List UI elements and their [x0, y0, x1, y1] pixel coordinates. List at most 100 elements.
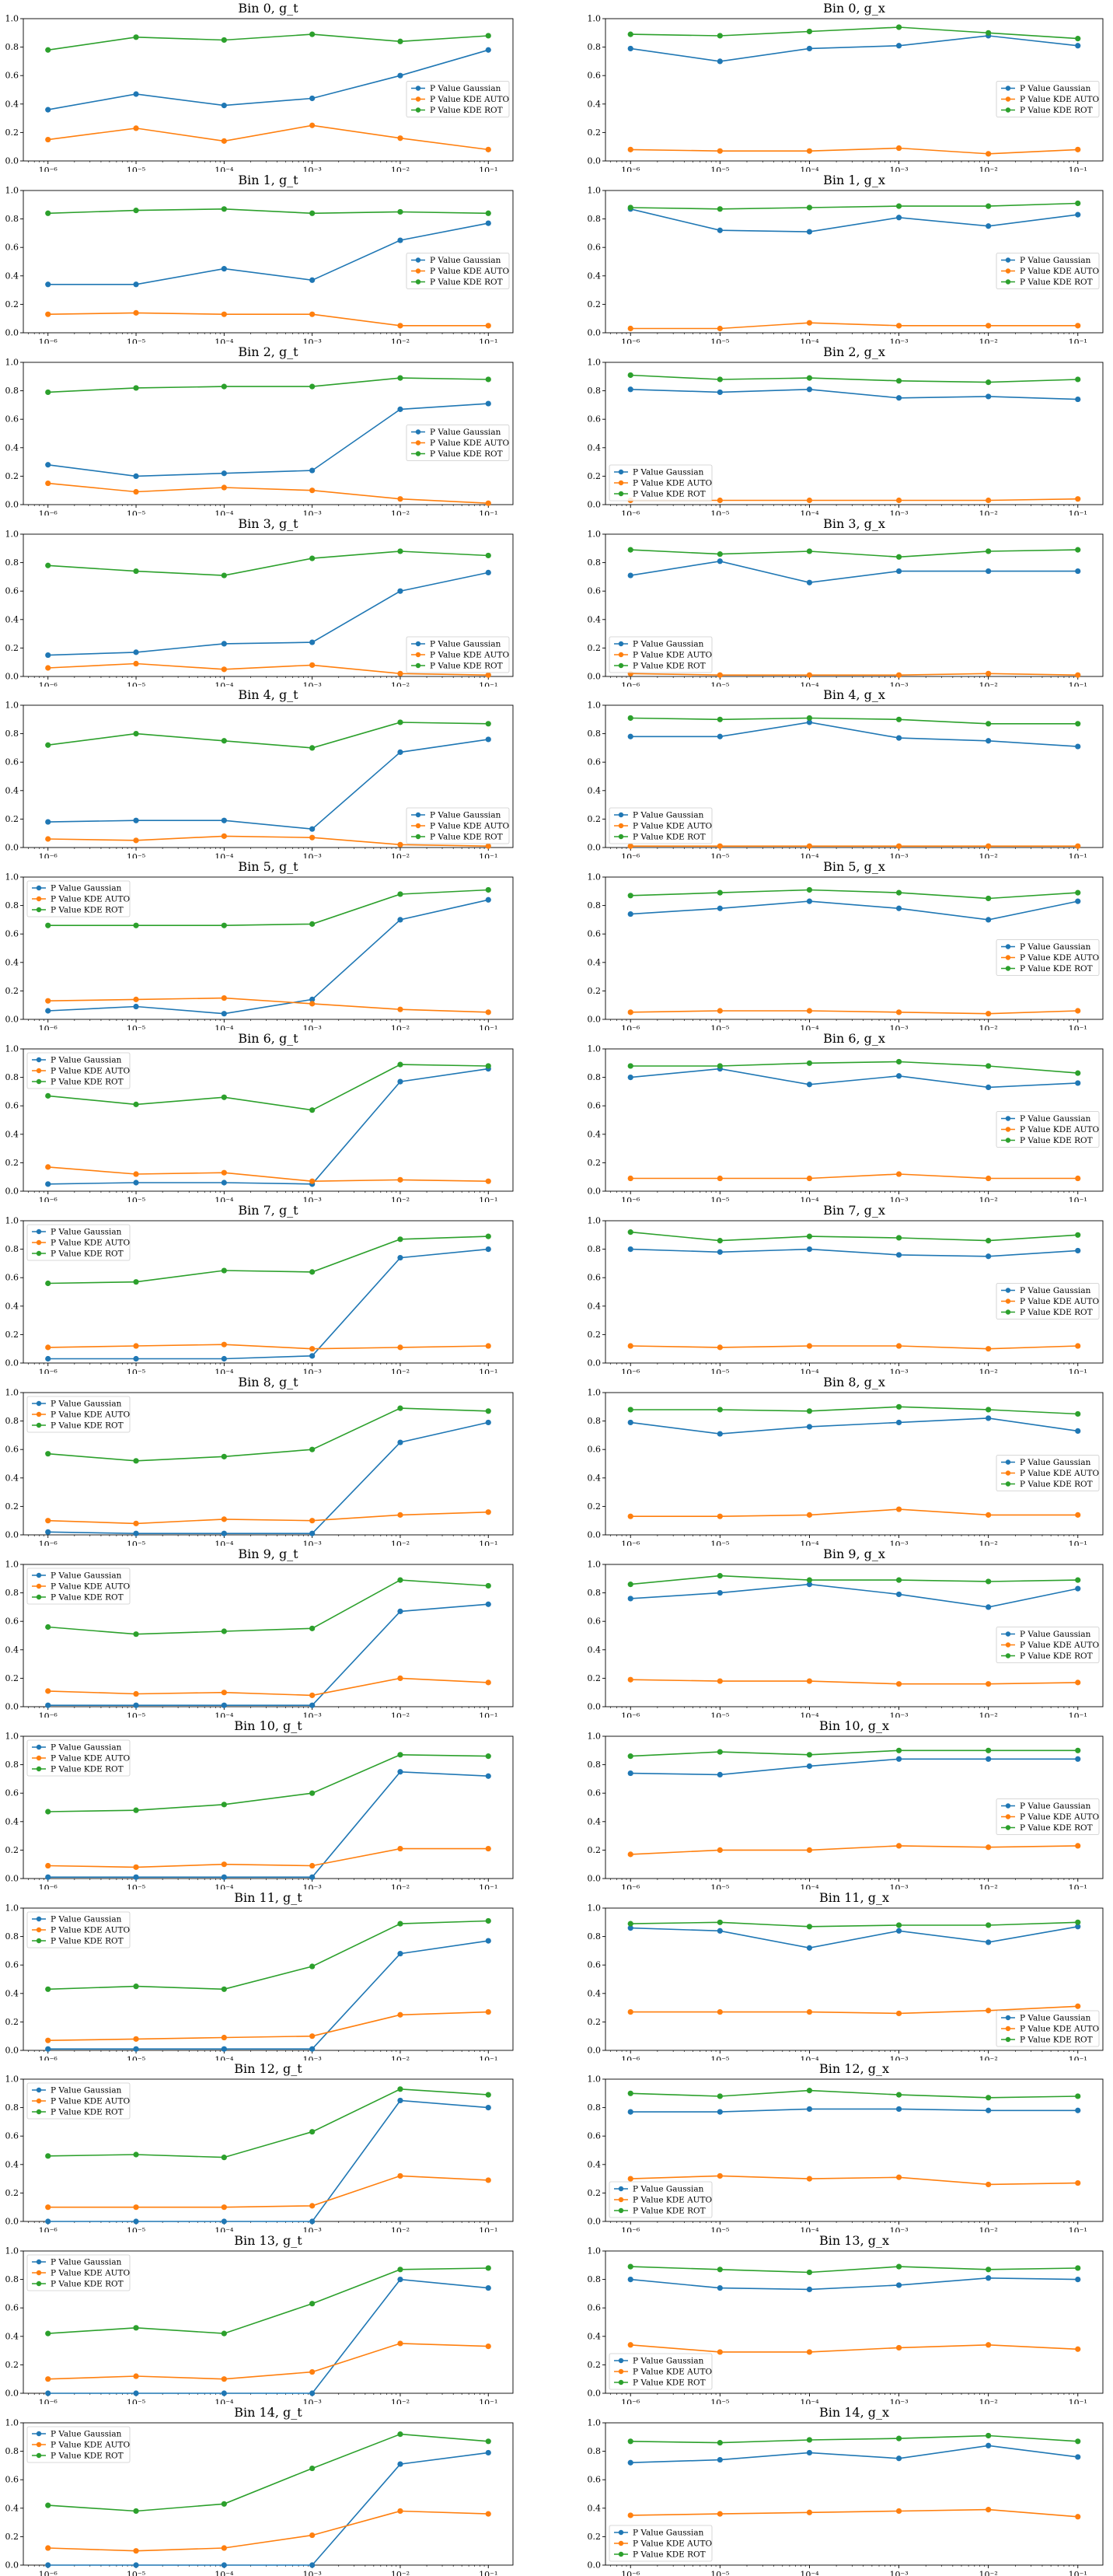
data-point [221, 1986, 227, 1992]
legend-label: P Value KDE AUTO [1020, 953, 1100, 963]
chart-panel: Bin 8, g_x 0.0 0.2 0.4 0.6 0.8 1.0 10⁻⁶ 10⁻⁵ 10⁻⁴… [556, 1374, 1113, 1546]
y-tick-label: 0.0 [5, 499, 19, 509]
axes-frame [605, 2078, 1104, 2222]
legend-label: P Value KDE AUTO [51, 2097, 131, 2106]
data-point [717, 2109, 723, 2116]
y-tick-label: 0.4 [588, 442, 601, 453]
y-tick-label: 1.0 [588, 529, 601, 539]
data-point [717, 58, 723, 65]
data-point [895, 1756, 902, 1762]
data-point [309, 745, 316, 751]
chart-panel: Bin 8, g_t 0.0 0.2 0.4 0.6 0.8 1.0 10⁻⁶ 10⁻⁵ 10⁻⁴… [0, 1374, 556, 1546]
data-point [627, 1753, 633, 1759]
y-tick-label: 0.0 [588, 2045, 601, 2055]
series-line [630, 1417, 1078, 1435]
x-tick-label: 10⁻³ [303, 166, 322, 172]
data-point [45, 389, 51, 395]
data-point [1075, 1176, 1081, 1182]
legend-marker [618, 2551, 624, 2557]
data-point [309, 31, 316, 37]
x-tick-label: 10⁻³ [303, 1711, 322, 1718]
legend-marker [618, 480, 624, 485]
data-point [221, 1011, 227, 1017]
line-chart: Bin 4, g_t 0.0 0.2 0.4 0.6 0.8 1.0 10⁻⁶ 10⁻⁵ 10⁻⁴… [5, 687, 514, 858]
data-point [986, 1011, 992, 1017]
y-tick-label: 0.8 [5, 2446, 19, 2456]
chart-title: Bin 6, g_x [823, 1031, 885, 1046]
data-point [485, 400, 491, 407]
data-point [895, 1235, 902, 1241]
y-tick-label: 0.2 [588, 1845, 601, 1855]
y-tick-label: 0.0 [588, 1358, 601, 1368]
data-point [895, 1073, 902, 1079]
data-point [717, 551, 723, 557]
line-chart: Bin 7, g_t 0.0 0.2 0.4 0.6 0.8 1.0 10⁻⁶ 10⁻⁵ 10⁻⁴… [5, 1203, 514, 1374]
data-point [485, 1233, 491, 1239]
data-point [717, 1928, 723, 1934]
data-point [717, 557, 723, 564]
legend-label: P Value KDE ROT [1020, 1308, 1093, 1317]
x-tick-label: 10⁻¹ [1069, 1883, 1087, 1889]
data-point [1075, 323, 1081, 329]
legend: P Value Gaussian P Value KDE AUTO P Value … [996, 81, 1100, 117]
data-point [309, 1874, 316, 1880]
line-chart: Bin 14, g_x 0.0 0.2 0.4 0.6 0.8 1.0 10⁻⁶ 10⁻⁵ 10⁻… [588, 2405, 1104, 2576]
data-point [221, 2204, 227, 2211]
y-tick-label: 0.4 [5, 2160, 19, 2170]
chart-panel: Bin 0, g_x 0.0 0.2 0.4 0.6 0.8 1.0 10⁻⁶ 10⁻⁵ 10⁻⁴… [556, 0, 1113, 172]
data-point [221, 2034, 227, 2040]
legend-label: P Value Gaussian [1020, 1286, 1091, 1295]
data-point [986, 1346, 992, 1352]
line-chart: Bin 11, g_x 0.0 0.2 0.4 0.6 0.8 1.0 10⁻⁶ 10⁻⁵ 10⁻… [588, 1890, 1104, 2060]
x-tick-label: 10⁻¹ [479, 2570, 497, 2576]
data-point [133, 1171, 139, 1177]
data-point [45, 1529, 51, 1535]
legend-marker [618, 662, 624, 668]
data-point [221, 1628, 227, 1634]
y-tick-label: 0.8 [588, 386, 601, 396]
axes-frame [23, 362, 514, 505]
data-point [309, 1702, 316, 1708]
legend: P Value Gaussian P Value KDE AUTO P Value … [996, 1455, 1100, 1491]
data-point [627, 1419, 633, 1425]
legend-label: P Value Gaussian [51, 1742, 122, 1752]
y-tick-label: 0.4 [5, 1988, 19, 1998]
data-point [1075, 1919, 1081, 1925]
series-line [630, 1749, 1078, 1757]
x-tick-label: 10⁻¹ [1069, 1196, 1087, 1202]
legend-marker [618, 2540, 624, 2546]
y-tick-label: 0.4 [588, 786, 601, 796]
x-tick-label: 10⁻⁵ [710, 2570, 729, 2576]
data-point [717, 1919, 723, 1925]
x-tick-label: 10⁻⁶ [621, 337, 640, 344]
y-tick-label: 0.8 [5, 557, 19, 568]
line-chart: Bin 6, g_x 0.0 0.2 0.4 0.6 0.8 1.0 10⁻⁶ 10⁻⁵ 10⁻⁴… [588, 1031, 1104, 1202]
data-point [221, 1355, 227, 1362]
data-point [133, 1530, 139, 1536]
y-tick-label: 0.2 [588, 299, 601, 309]
chart-panel: Bin 4, g_x 0.0 0.2 0.4 0.6 0.8 1.0 10⁻⁶ 10⁻⁵ 10⁻⁴… [556, 687, 1113, 858]
data-point [627, 1063, 633, 1069]
y-tick-label: 0.6 [5, 1788, 19, 1798]
chart-title: Bin 1, g_x [823, 173, 885, 187]
data-point [895, 1577, 902, 1583]
chart-title: Bin 10, g_x [819, 1718, 889, 1733]
x-tick-label: 10⁻⁵ [710, 337, 729, 344]
data-point [133, 837, 139, 844]
legend-label: P Value KDE AUTO [430, 267, 510, 276]
series-line [47, 1421, 489, 1534]
chart-title: Bin 12, g_x [819, 2061, 889, 2076]
legend-marker [618, 834, 624, 840]
legend-label: P Value Gaussian [1020, 1802, 1091, 1811]
legend-label: P Value KDE ROT [51, 1592, 124, 1602]
data-point [1075, 1428, 1081, 1434]
data-point [397, 323, 403, 329]
legend-label: P Value Gaussian [633, 639, 704, 648]
data-point [397, 1255, 403, 1261]
data-point [397, 2461, 403, 2467]
chart-panel: Bin 7, g_t 0.0 0.2 0.4 0.6 0.8 1.0 10⁻⁶ 10⁻⁵ 10⁻⁴… [0, 1202, 556, 1374]
data-point [397, 38, 403, 44]
line-chart: Bin 10, g_x 0.0 0.2 0.4 0.6 0.8 1.0 10⁻⁶ 10⁻⁵ 10⁻… [588, 1718, 1104, 1889]
x-tick-label: 10⁻³ [303, 1196, 322, 1202]
data-point [627, 844, 633, 850]
